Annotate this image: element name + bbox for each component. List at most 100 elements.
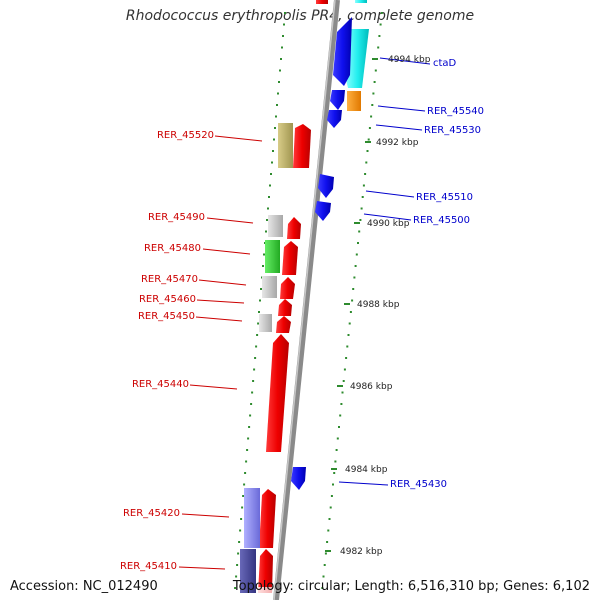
track-tick <box>267 207 269 210</box>
track-tick <box>354 265 357 267</box>
gene-box-RER_45470[interactable] <box>262 276 277 298</box>
gene-label-RER_45500[interactable]: RER_45500 <box>413 215 470 226</box>
genome-backbone-highlight <box>273 0 336 600</box>
gene-box-RER_45450[interactable] <box>259 314 272 332</box>
gene-label-RER_45540[interactable]: RER_45540 <box>427 106 484 117</box>
track-tick <box>342 380 345 382</box>
gene-arrow-RER_45440[interactable] <box>266 334 289 452</box>
track-tick <box>276 104 278 106</box>
track-tick <box>352 288 355 290</box>
genome-backbone <box>273 0 340 600</box>
track-tick <box>358 230 361 233</box>
kbp-scale-labels: 4994 kbp 4992 kbp 4990 kbp 4988 kbp 4986… <box>325 55 431 557</box>
track-tick <box>365 161 368 164</box>
gene-arrow-RER_45410[interactable] <box>258 549 273 593</box>
gene-box-RER_45480[interactable] <box>265 240 280 273</box>
gene-arrow-RER_45430[interactable] <box>291 467 306 490</box>
track-tick <box>333 472 336 474</box>
gene-label-RER_45410[interactable]: RER_45410 <box>120 561 177 572</box>
track-tick <box>366 150 369 152</box>
gene-arrow-RER_45470[interactable] <box>280 277 295 299</box>
gene-label-ctaD[interactable]: ctaD <box>433 58 457 69</box>
gene-arrow-RER_45450[interactable] <box>276 316 291 333</box>
gene-arrow-RER_45420[interactable] <box>259 489 276 548</box>
gene-box-RER_45490[interactable] <box>268 215 283 237</box>
track-tick <box>263 253 265 256</box>
track-tick <box>238 541 241 543</box>
gene-label-RER_45490[interactable]: RER_45490 <box>148 212 205 223</box>
track-tick <box>241 506 244 509</box>
track-tick <box>377 46 380 49</box>
track-tick <box>247 437 250 440</box>
gene-box-orange[interactable] <box>347 91 361 111</box>
track-tick <box>248 426 251 428</box>
track-tick <box>246 449 249 451</box>
gene-arrow-RER_45530[interactable] <box>327 110 342 128</box>
track-tick <box>321 587 324 589</box>
gene-label-RER_45510[interactable]: RER_45510 <box>416 192 473 203</box>
gene-label-RER_45480[interactable]: RER_45480 <box>144 243 201 254</box>
track-tick <box>368 127 371 129</box>
track-tick <box>281 46 283 49</box>
track-tick <box>258 311 260 313</box>
gene-arrow-RER_45510[interactable] <box>318 174 334 198</box>
gene-bar-top[interactable] <box>316 0 328 4</box>
gene-arrow-blue-large[interactable] <box>333 17 352 86</box>
gene-cyan-top[interactable] <box>355 0 367 3</box>
gene-arrow-RER_45490[interactable] <box>287 217 301 239</box>
track-tick <box>367 138 370 141</box>
track-tick <box>236 564 239 566</box>
right-gene-labels: ctaD RER_45540 RER_45530 RER_45510 RER_4… <box>390 58 484 490</box>
track-tick <box>370 115 373 118</box>
gene-arrow-RER_45460[interactable] <box>278 299 292 316</box>
left-tick-track <box>234 12 286 589</box>
track-tick <box>322 575 325 578</box>
left-leaders <box>178 135 263 570</box>
gene-arrow-RER_45480[interactable] <box>282 241 298 275</box>
gene-arrow-RER_45500[interactable] <box>315 201 331 221</box>
forward-genes <box>240 0 328 593</box>
kbp-label: 4982 kbp <box>340 547 383 557</box>
gene-label-RER_45450[interactable]: RER_45450 <box>138 311 195 322</box>
track-tick <box>278 81 280 83</box>
track-tick <box>335 449 338 451</box>
gene-label-RER_45460[interactable]: RER_45460 <box>139 294 196 305</box>
track-tick <box>256 334 259 336</box>
gene-label-RER_45430[interactable]: RER_45430 <box>390 479 447 490</box>
track-tick <box>243 483 246 486</box>
track-tick <box>270 173 272 175</box>
gene-box-RER_45520[interactable] <box>278 123 293 168</box>
gene-box-RER_45420[interactable] <box>244 488 260 548</box>
track-tick <box>349 311 352 313</box>
track-tick <box>269 184 271 187</box>
track-tick <box>274 127 276 129</box>
track-tick <box>328 518 331 520</box>
track-tick <box>260 288 262 290</box>
gene-arrow-RER_45520[interactable] <box>293 124 311 168</box>
gene-arrow-ctaD[interactable] <box>346 29 369 88</box>
gene-label-RER_45520[interactable]: RER_45520 <box>157 130 214 141</box>
track-tick <box>257 322 260 325</box>
track-tick <box>341 391 344 394</box>
gene-label-RER_45530[interactable]: RER_45530 <box>424 125 481 136</box>
track-tick <box>240 518 243 520</box>
track-tick <box>284 12 286 14</box>
track-tick <box>373 81 376 83</box>
kbp-label: 4986 kbp <box>350 382 393 392</box>
gene-arrow-RER_45540[interactable] <box>330 90 345 110</box>
gene-box-pink[interactable] <box>258 587 272 593</box>
track-tick <box>271 161 273 164</box>
kbp-label: 4994 kbp <box>388 55 431 65</box>
track-tick <box>242 495 245 497</box>
gene-label-RER_45420[interactable]: RER_45420 <box>123 508 180 519</box>
track-tick <box>324 552 327 555</box>
left-gene-labels: RER_45520 RER_45490 RER_45480 RER_45470 … <box>120 130 214 572</box>
gene-label-RER_45440[interactable]: RER_45440 <box>132 379 189 390</box>
gene-label-RER_45470[interactable]: RER_45470 <box>141 274 198 285</box>
track-tick <box>249 414 252 417</box>
track-tick <box>380 12 383 14</box>
track-tick <box>273 138 275 141</box>
gene-box-RER_45410[interactable] <box>240 549 256 593</box>
track-tick <box>364 173 367 175</box>
